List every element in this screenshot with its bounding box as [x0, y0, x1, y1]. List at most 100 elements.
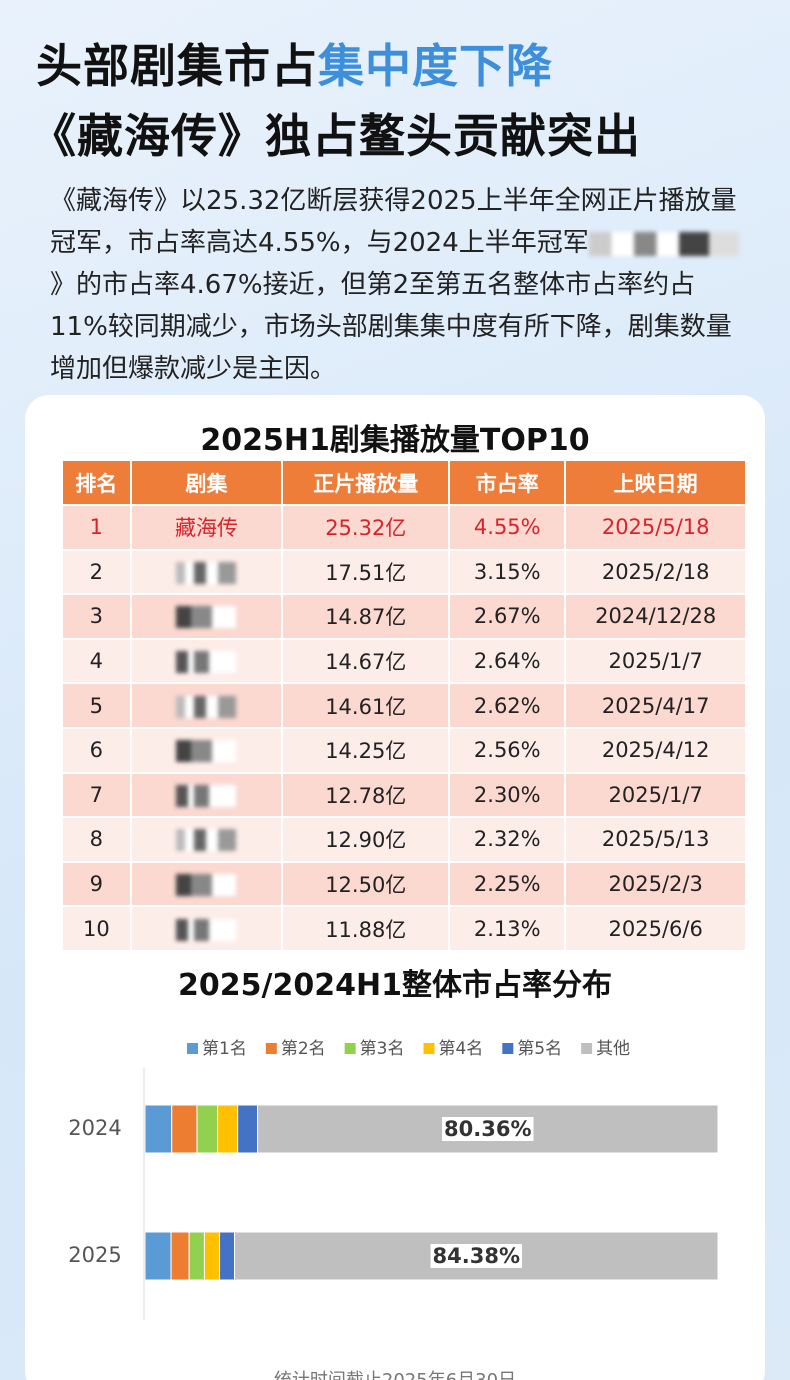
table-row: 3 14.87亿 2.67% 2024/12/28: [63, 593, 747, 639]
bar-segment: [217, 1104, 239, 1154]
intro-text: 》的市占率4.67%接近，但第2至第五名整体市占率约占11%较同期减少，市场头部…: [50, 270, 732, 384]
blurred-name: [176, 561, 237, 584]
y-tick-label: 2024: [68, 1116, 121, 1140]
table-row: 7 12.78亿 2.30% 2025/1/7: [63, 771, 747, 818]
table-cell: [130, 905, 284, 950]
header-row: 排名 剧集 正片播放量 市占率 上映日期: [63, 461, 747, 505]
value-label-bg: [442, 1117, 534, 1141]
table-cell: 2.67%: [449, 593, 567, 639]
legend-label: 其他: [596, 1039, 630, 1059]
table-cell: 14.87亿: [282, 593, 451, 639]
table-cell: 3.15%: [449, 548, 567, 595]
table-cell: 2.32%: [449, 816, 567, 862]
table-row: 5 14.61亿 2.62% 2025/4/17: [63, 682, 747, 728]
table-cell: 11.88亿: [282, 905, 451, 950]
table-cell: 12.90亿: [282, 816, 451, 862]
table-row: 1 藏海传 25.32亿 4.55% 2025/5/18: [63, 504, 747, 550]
bar-segment: [203, 1231, 221, 1281]
headline: 《藏海传》独占鳌头贡献突出: [30, 109, 641, 163]
table-row: 10 11.88亿 2.13% 2025/6/6: [63, 905, 747, 950]
legend-swatch: [581, 1043, 593, 1054]
table-cell: 2025/1/7: [565, 771, 747, 818]
table-cell: 5: [63, 682, 132, 728]
value-label-bg: [430, 1244, 523, 1268]
bar-segment: [188, 1231, 205, 1281]
table-cell: 14.67亿: [282, 637, 451, 684]
table-cell: [130, 771, 284, 818]
blurred-name: [176, 651, 237, 674]
table-cell: [130, 593, 284, 639]
legend-swatch: [502, 1043, 514, 1054]
intro: 《藏海传》以25.32亿断层获得2025上半年全网正片播放量冠军，市占率高达4.…: [50, 180, 750, 390]
table-cell: 10: [63, 905, 132, 950]
table-cell: 2.13%: [449, 905, 567, 950]
chart-title: 2025/2024H1整体市占率分布: [178, 968, 612, 1003]
column-header: 市占率: [449, 461, 567, 505]
table-row: 8 12.90亿 2.32% 2025/5/13: [63, 816, 747, 862]
table: 排名 剧集 正片播放量 市占率 上映日期 1 藏海传 25.32亿 4.55% 2025/5/18…: [63, 461, 747, 950]
table-cell: 14.25亿: [282, 726, 451, 773]
bar-segment: [219, 1231, 236, 1281]
intro-text: 《藏海传》以25.32亿断层获得2025上半年全网正片播放量冠军，市占率高达4.…: [50, 186, 737, 258]
table-cell: 4.55%: [449, 504, 567, 550]
legend-label: 第3名: [360, 1039, 405, 1059]
table-cell: 2.64%: [449, 637, 567, 684]
table-cell: [130, 637, 284, 684]
table-cell: [130, 548, 284, 595]
legend-label: 第5名: [517, 1039, 562, 1059]
table-cell: 12.78亿: [282, 771, 451, 818]
table-title: 2025H1剧集播放量TOP10: [200, 423, 590, 458]
blurred-name: [176, 784, 237, 807]
table-cell: [130, 682, 284, 728]
table-cell: 12.50亿: [282, 860, 451, 907]
table-cell: 2025/4/12: [565, 726, 747, 773]
table-row: 2 17.51亿 3.15% 2025/2/18: [63, 548, 747, 595]
blurred-name: [176, 740, 237, 763]
blurred-name: [176, 606, 237, 629]
table-cell: 2025/1/7: [565, 637, 747, 684]
headline-part: 头部剧集市占: [36, 39, 318, 93]
column-header: 排名: [63, 461, 132, 505]
table-cell: 2: [63, 548, 132, 595]
table-cell: 25.32亿: [282, 504, 451, 550]
bar-segment: [196, 1104, 219, 1154]
table-cell: 2025/2/18: [565, 548, 747, 595]
bar-segment: [144, 1231, 172, 1281]
table-cell: 2.30%: [449, 771, 567, 818]
table-row: 6 14.25亿 2.56% 2025/4/12: [63, 726, 747, 773]
table-cell: 7: [63, 771, 132, 818]
headline-highlight: 集中度下降: [318, 39, 553, 93]
value-label: 80.36%: [444, 1117, 531, 1141]
table-cell: 2.56%: [449, 726, 567, 773]
legend-label: 第4名: [438, 1039, 483, 1059]
legend-swatch: [265, 1043, 277, 1054]
table-cell: 2025/5/18: [565, 504, 747, 550]
table-cell: 3: [63, 593, 132, 639]
bar-segment: [237, 1104, 259, 1154]
column-header: 正片播放量: [282, 461, 451, 505]
table-cell: 2.62%: [449, 682, 567, 728]
legend-swatch: [423, 1043, 435, 1054]
table-cell: 2025/6/6: [565, 905, 747, 950]
table-cell: 9: [63, 860, 132, 907]
table-cell: 8: [63, 816, 132, 862]
legend-label: 第2名: [281, 1039, 326, 1059]
column-header: 上映日期: [565, 461, 747, 505]
table-cell: 6: [63, 726, 132, 773]
bar-segment: [170, 1231, 190, 1281]
blurred-name: [176, 918, 237, 941]
y-tick-label: 2025: [68, 1243, 121, 1267]
table-cell: 17.51亿: [282, 548, 451, 595]
table-cell: 2025/4/17: [565, 682, 747, 728]
table-cell: 2.25%: [449, 860, 567, 907]
value-label: 84.38%: [433, 1244, 520, 1268]
table-cell: [130, 860, 284, 907]
footer: 统计时间截止2025年6月30日: [0, 1366, 790, 1380]
blurred-name: [176, 695, 237, 718]
legend-label: 第1名: [202, 1039, 247, 1059]
table-row: 9 12.50亿 2.25% 2025/2/3: [63, 860, 747, 907]
table-cell: 1: [63, 504, 132, 550]
blurred-name: [176, 829, 237, 852]
